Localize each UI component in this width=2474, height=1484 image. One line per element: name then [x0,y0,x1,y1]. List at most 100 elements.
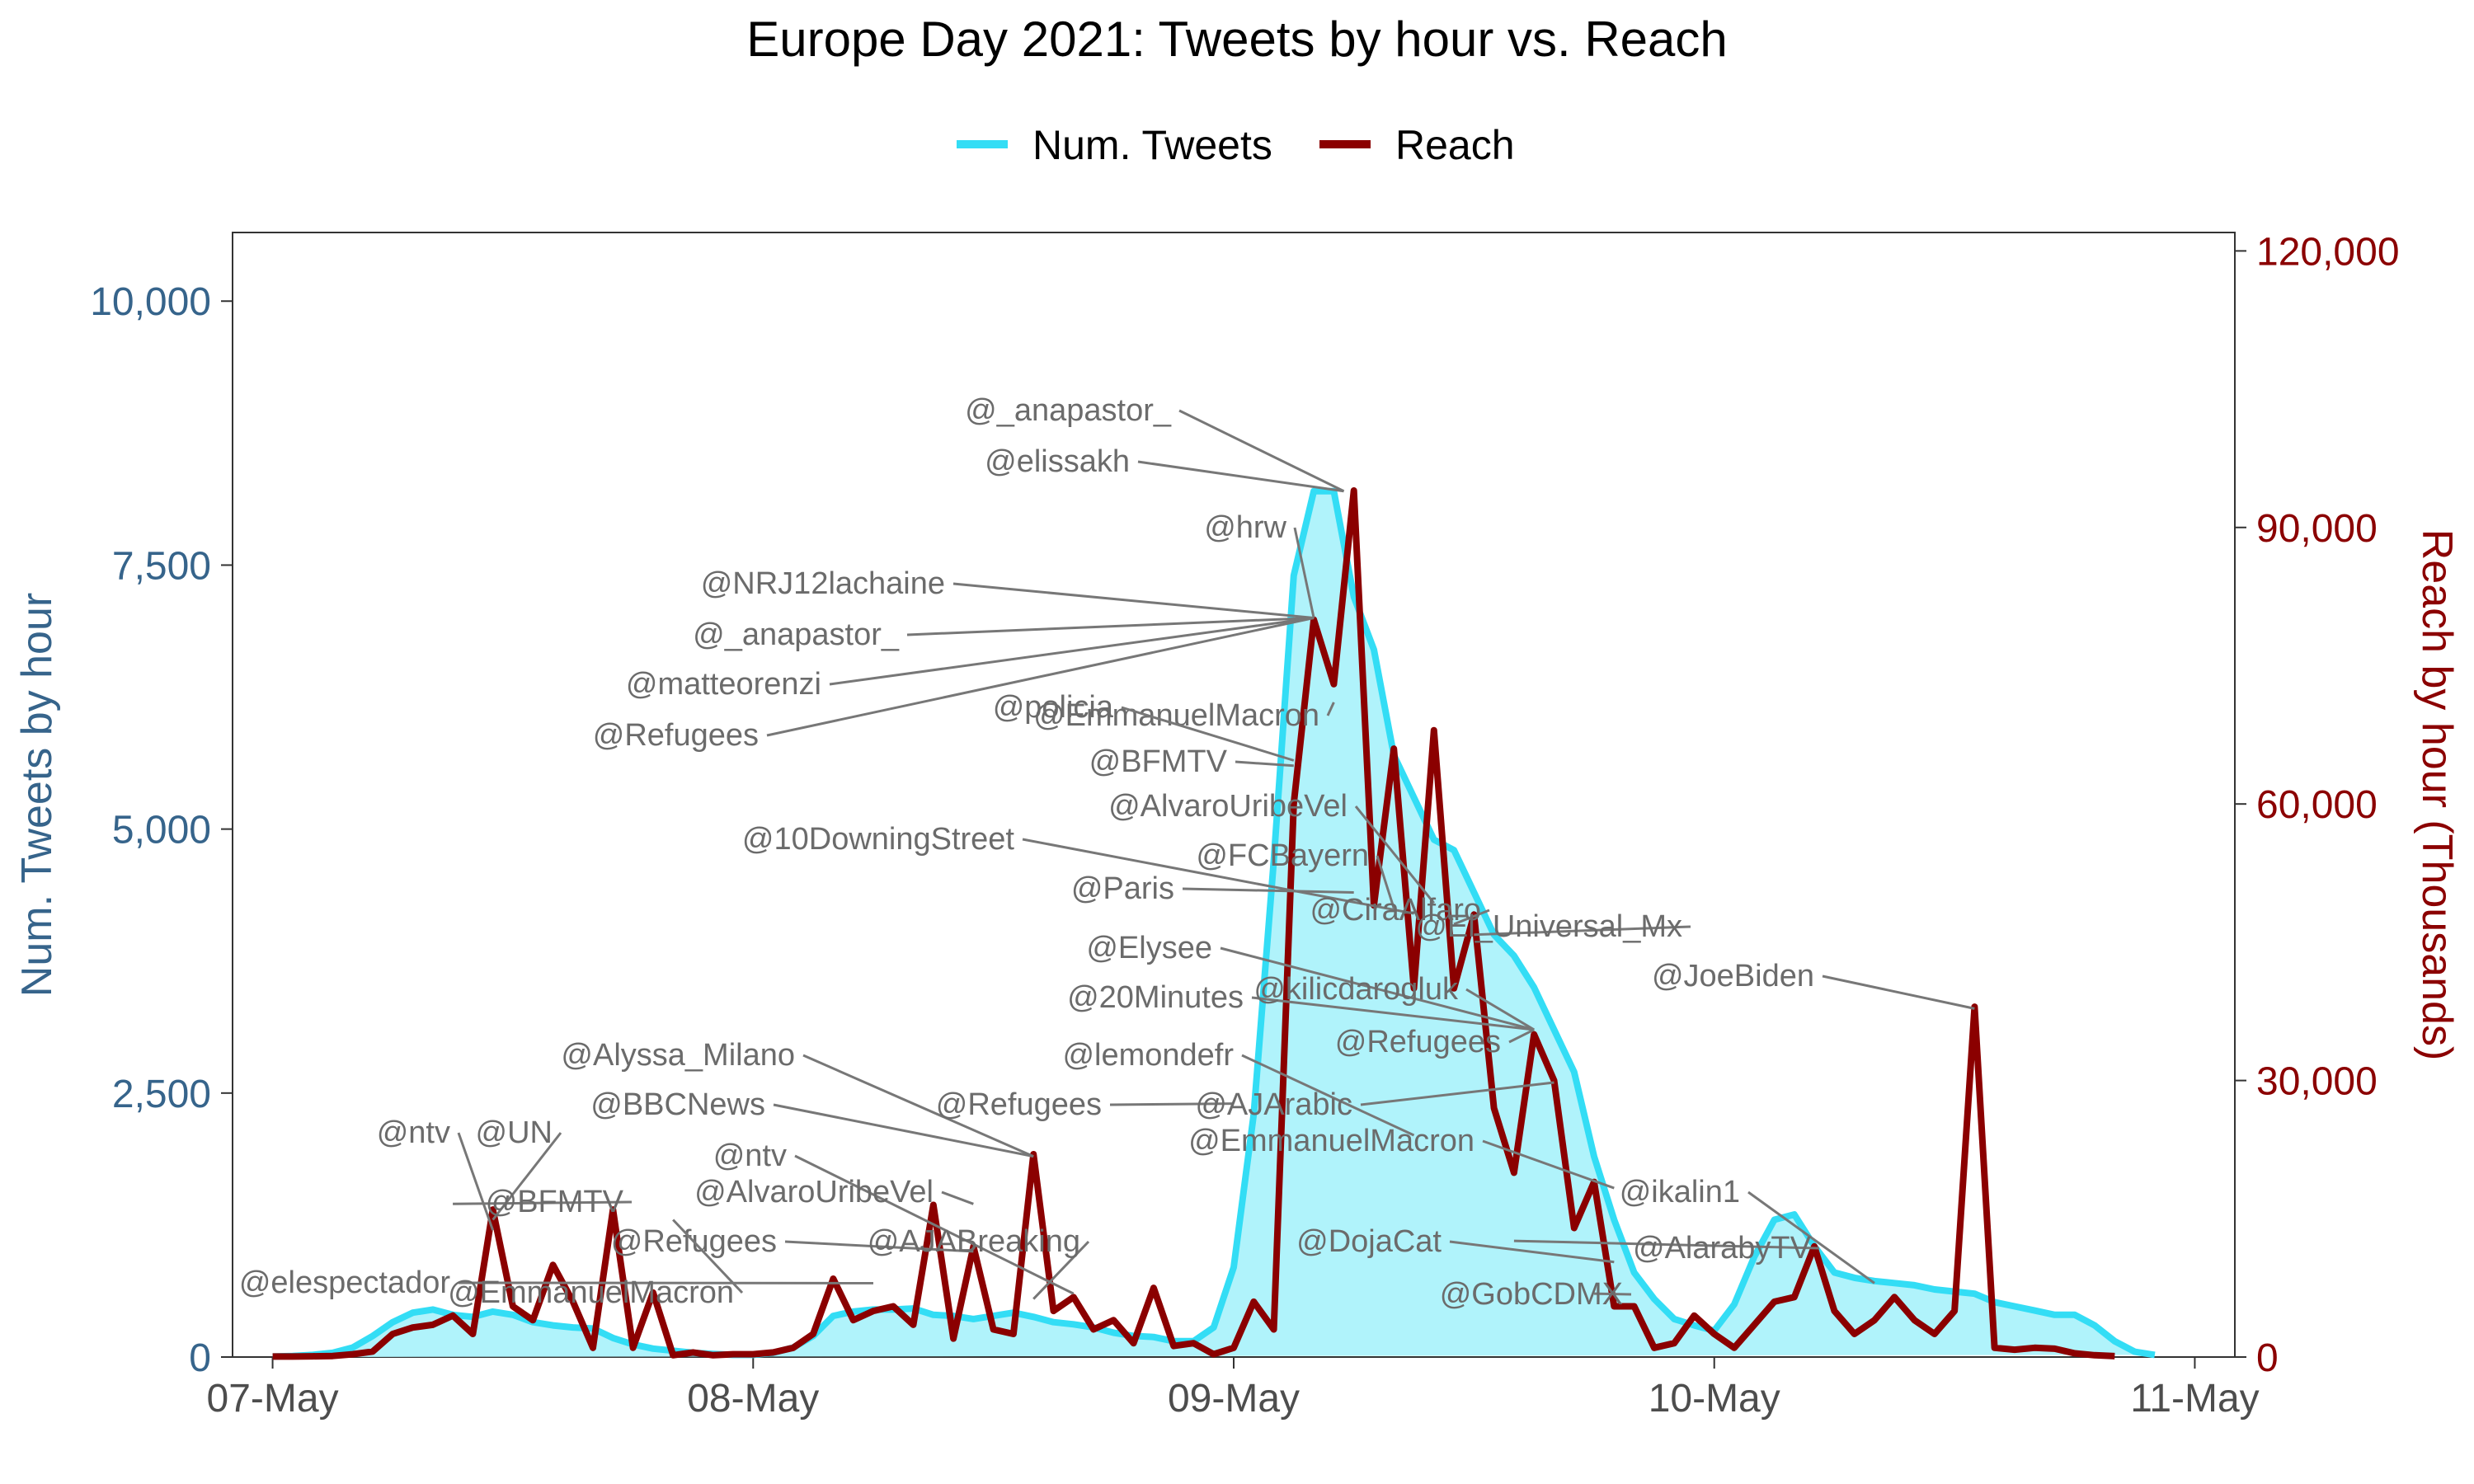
annotation-label-anapastor: @_anapastor_ [693,618,900,652]
x-tick-label-10-may: 10-May [1649,1377,1780,1421]
y-left-tick-label: 10,000 [90,280,211,324]
annotation-leader-line [1354,805,1435,904]
legend-label-num-tweets: Num. Tweets [1032,122,1272,168]
series-layer [272,487,2156,1360]
annotation-leader-line [1182,887,1354,894]
annotation-label-alvarouribevel: @AlvaroUribeVel [1108,789,1348,824]
annotation-leader-line [952,582,1315,619]
annotation-label-elissakh: @elissakh [985,444,1130,479]
annotation-label-un: @UN [476,1115,553,1150]
annotation-label-kilicdarogluk: @kilicdarogluk [1253,972,1459,1007]
annotation-leader-line [1453,909,1490,926]
y-left-tick-label: 0 [189,1336,211,1380]
annotation-leader-line [906,616,1315,636]
annotation-label-dojacat: @DojaCat [1296,1224,1442,1259]
annotation-leader-line [1474,925,1691,937]
annotation-leader-line [453,1200,633,1205]
annotation-label-emmanuelmacron: @EmmanuelMacron [1033,698,1319,733]
annotation-label-paris: @Paris [1071,871,1174,906]
annotation-leader-line [1220,946,1535,1031]
annotation-leader-line [794,1154,1075,1295]
annotation-label-bbcnews: @BBCNews [590,1087,765,1122]
annotation-label-ntv: @ntv [713,1139,787,1173]
annotation-label-el-universal-mx: @El_Universal_Mx [1415,909,1682,944]
annotation-leader-line [766,617,1315,737]
annotation-leader-line [1032,1240,1090,1300]
annotation-leader-line [941,1190,974,1205]
annotation-leader-line [1251,996,1535,1031]
y-right-tick-label: 60,000 [2256,783,2378,827]
annotation-leader-line [492,1132,562,1221]
annotation-label-lemondefr: @lemondefr [1062,1038,1234,1073]
x-tick-label-08-may: 08-May [687,1377,819,1421]
x-tick-label-07-may: 07-May [207,1377,339,1421]
annotation-leader-line [1449,1240,1615,1264]
annotation-label-20minutes: @20Minutes [1067,980,1244,1015]
annotation-label-joebiden: @JoeBiden [1652,959,1814,993]
annotation-label-10downingstreet: @10DowningStreet [742,822,1015,857]
annotation-leader-line [1508,1028,1535,1044]
annotation-leader-line [1822,974,1975,1010]
annotation-label-ajabreaking: @AJABreaking [868,1224,1080,1259]
annotation-leader-line [1293,527,1315,618]
y-right-tick-label: 120,000 [2256,230,2400,274]
annotation-leader-line [829,616,1315,686]
x-axis: 07-May 08-May 09-May 10-May 11-May [207,1357,2260,1421]
series-line-reach [272,487,2115,1360]
annotation-leader-line [1326,702,1335,716]
annotation-layer: @_anapastor_ @elissakh @hrw @NRJ12lachaine @… [239,393,1975,1312]
annotation-leader-line [802,1054,1034,1158]
legend-label-reach: Reach [1395,122,1515,168]
y-left-tick-label: 2,500 [112,1073,211,1116]
annotation-leader-line [1109,1102,1235,1106]
y-right-tick-label: 90,000 [2256,507,2378,551]
annotation-label-nrj12lachaine: @NRJ12lachaine [701,566,945,601]
annotation-leader-line [1022,838,1414,915]
annotation-label-ajarabic: @AJArabic [1195,1087,1352,1122]
annotation-leader-line [784,1240,974,1253]
annotation-label-refugees: @Refugees [1335,1025,1501,1059]
annotation-leader-line [1747,1190,1875,1284]
annotation-label-matteorenzi: @matteorenzi [626,667,821,702]
y-left-tick-label: 7,500 [112,544,211,588]
annotation-label-anapastor: @_anapastor_ [965,393,1172,428]
annotation-label-alyssa-milano: @Alyssa_Milano [561,1038,795,1073]
annotation-label-emmanuelmacron: @EmmanuelMacron [448,1275,734,1310]
y-left-tick-label: 5,000 [112,809,211,852]
annotation-leader-line [1360,1081,1554,1106]
annotation-leader-line [457,1132,495,1231]
annotation-leader-line [1235,760,1294,768]
annotation-label-alarabytv: @AlarabyTV [1633,1231,1812,1266]
annotation-label-ciraalfaro: @CiraAlfaro [1310,893,1481,928]
annotation-leader-line [1465,988,1535,1031]
y-axis-left-title: Num. Tweets by hour [13,593,61,997]
annotation-label-bfmtv: @BFMTV [486,1185,624,1219]
annotation-label-refugees: @Refugees [593,718,759,753]
annotation-label-emmanuelmacron: @EmmanuelMacron [1188,1124,1475,1158]
x-tick-label-09-may: 09-May [1168,1377,1300,1421]
annotation-label-bfmtv: @BFMTV [1089,744,1228,779]
annotation-label-ntv: @ntv [377,1115,450,1150]
annotation-leader-line [1178,409,1345,493]
annotation-label-gobcdmx: @GobCDMX [1440,1277,1623,1312]
annotation-leader-line [773,1103,1034,1158]
annotation-leader-line [1137,460,1344,493]
annotation-label-fcbayern: @FCBayern [1196,838,1369,873]
annotation-label-policia: @policia [993,690,1114,725]
annotation-label-elespectador: @elespectador [239,1266,451,1300]
annotation-label-alvarouribevel: @AlvaroUribeVel [694,1175,934,1209]
annotation-leader-line [1513,1239,1820,1250]
annotation-label-elysee: @Elysee [1086,931,1212,965]
y-axis-left: 0 2,500 5,000 7,500 10,000 [90,280,233,1380]
annotation-leader-line [672,1219,744,1294]
chart-title: Europe Day 2021: Tweets by hour vs. Reac… [746,12,1728,67]
annotation-leader-line [1482,1139,1615,1190]
annotation-leader-line [1376,855,1395,909]
y-axis-right-title: Reach by hour (Thousands) [2413,529,2461,1061]
annotation-label-hrw: @hrw [1204,510,1286,545]
annotation-leader-line [1121,706,1295,762]
annotation-label-refugees: @Refugees [936,1087,1102,1122]
y-right-tick-label: 30,000 [2256,1060,2378,1104]
